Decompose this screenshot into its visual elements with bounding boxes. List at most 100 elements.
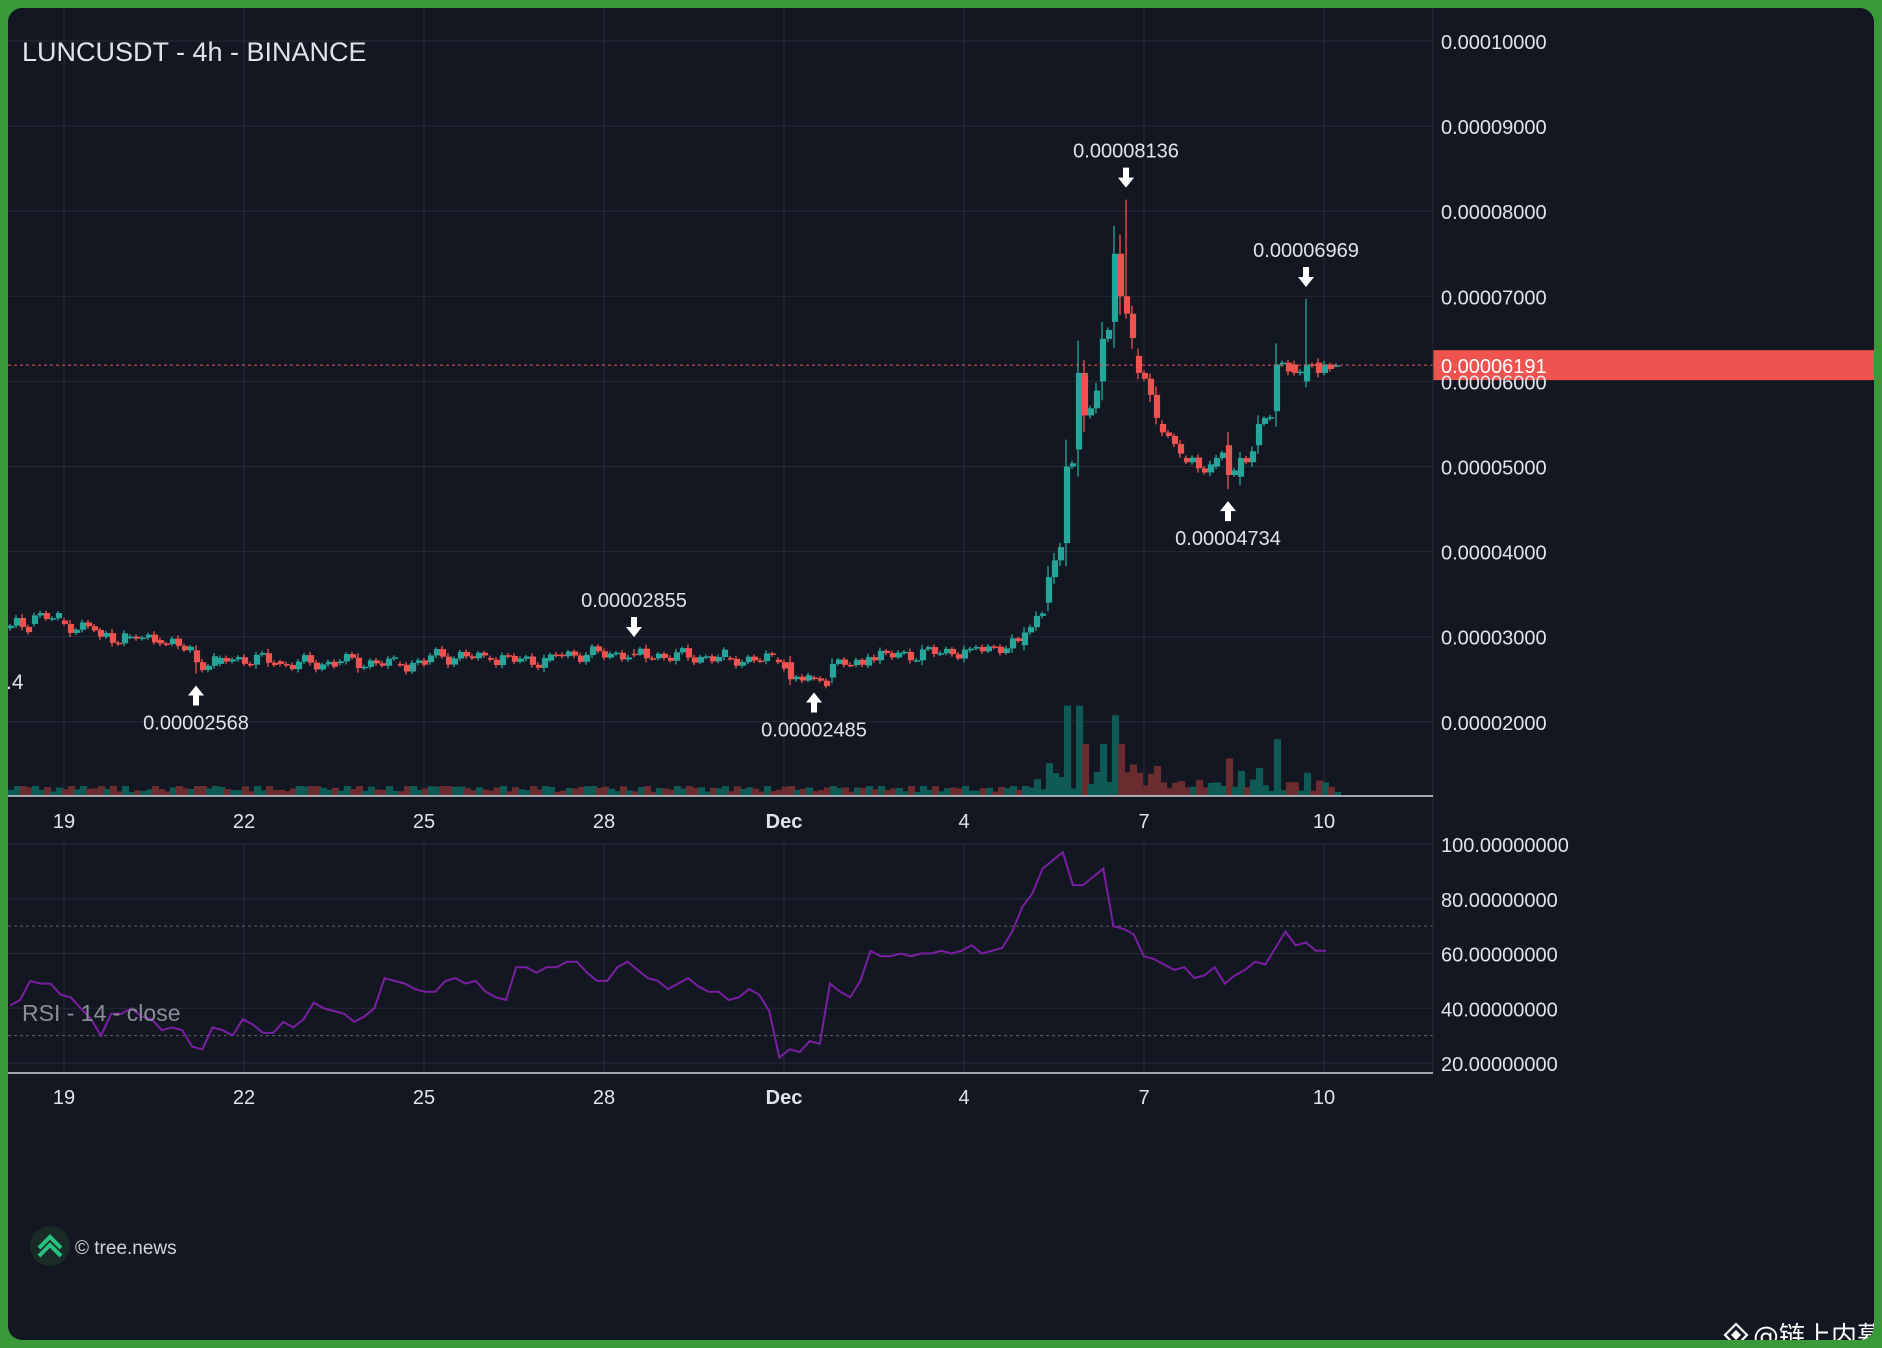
volume-bar	[775, 789, 784, 796]
candle-body	[859, 659, 867, 665]
candle-body	[847, 664, 855, 667]
volume-bar	[1279, 790, 1288, 796]
candle-body	[853, 659, 861, 666]
volume-bar	[439, 786, 448, 796]
volume-bar	[325, 789, 334, 796]
arrow-up-icon	[806, 692, 822, 713]
candle-body	[265, 653, 273, 663]
volume-bar	[949, 787, 958, 796]
volume-bar	[43, 787, 52, 796]
x-tick-label: Dec	[766, 1087, 803, 1109]
candle-body	[1135, 355, 1143, 373]
volume-bar	[1309, 790, 1318, 796]
volume-bar	[235, 790, 244, 796]
volume-bar	[373, 789, 382, 796]
volume-bar	[1087, 783, 1096, 796]
candle-body	[247, 663, 255, 666]
candle-body	[1051, 560, 1059, 578]
candle-body	[589, 646, 597, 656]
volume-bar	[697, 787, 706, 796]
y-tick-label: 0.00006000	[1441, 372, 1547, 394]
candle-body	[541, 658, 549, 668]
candle-body	[1099, 338, 1107, 382]
candle-body	[121, 633, 129, 644]
volume-bar	[583, 786, 592, 796]
volume-bar	[271, 790, 280, 796]
candle-body	[355, 657, 363, 669]
volume-bar	[547, 786, 556, 796]
volume-bar	[1303, 772, 1312, 796]
price-annotation: 0.00004734	[1175, 501, 1281, 550]
candle-body	[1111, 253, 1119, 322]
volume-bar	[1171, 782, 1180, 796]
y-tick-label: 0.00007000	[1441, 287, 1547, 309]
volume-bar	[1063, 705, 1072, 796]
candle-body	[769, 653, 777, 655]
candle-body	[733, 658, 741, 666]
annotation-label: 0.00008136	[1073, 141, 1179, 163]
arrow-up-icon	[188, 685, 204, 706]
x-tick-label: 4	[958, 1087, 969, 1109]
candle-body	[565, 651, 573, 657]
volume-bar	[913, 791, 922, 796]
diamond-logo-icon	[1723, 1321, 1749, 1340]
volume-bar	[781, 786, 790, 796]
volume-bar	[187, 788, 196, 796]
candle-body	[451, 658, 459, 665]
volume-bar	[67, 786, 76, 796]
volume-bar	[283, 791, 292, 796]
volume-bar	[691, 787, 700, 796]
candle-body	[793, 676, 801, 680]
x-tick-label: 10	[1313, 811, 1335, 833]
candle-body	[1081, 372, 1089, 416]
candle-body	[499, 655, 507, 666]
y-tick-label: 0.00004000	[1441, 543, 1547, 565]
candle-body	[1063, 466, 1071, 544]
candle-body	[739, 662, 747, 666]
candle-body	[85, 622, 93, 627]
candle-body	[295, 661, 303, 670]
candle-body	[367, 660, 375, 667]
candle-body	[709, 656, 717, 662]
volume-bar	[211, 786, 220, 796]
x-tick-label: 10	[1313, 1087, 1335, 1109]
volume-bar	[919, 786, 928, 796]
candle-body	[787, 662, 795, 680]
candle-body	[1231, 470, 1239, 476]
x-tick-label: 25	[413, 811, 435, 833]
candle-body	[325, 661, 333, 665]
candle-body	[127, 636, 135, 639]
volume-bar	[955, 788, 964, 796]
candle-body	[1321, 364, 1329, 373]
candle-body	[667, 657, 675, 661]
candle-body	[79, 622, 87, 630]
annotation-label: 0.00006969	[1253, 240, 1359, 262]
y-tick-label: 0.00002000	[1441, 713, 1547, 735]
candle-body	[559, 654, 567, 657]
volume-bar	[865, 786, 874, 796]
candle-body	[523, 656, 531, 659]
volume-bar	[265, 786, 274, 796]
volume-bar	[631, 791, 640, 796]
candle-body	[1039, 613, 1047, 616]
volume-bar	[571, 788, 580, 796]
volume-bar	[979, 788, 988, 796]
candle-body	[1303, 364, 1311, 382]
volume-bar	[403, 786, 412, 796]
candle-body	[655, 653, 663, 659]
candle-body	[409, 662, 417, 672]
volume-bar	[1051, 773, 1060, 796]
volume-bar	[1273, 739, 1282, 796]
candle-body	[205, 665, 213, 670]
candle-body	[1327, 364, 1335, 369]
chart-canvas[interactable]: 0.00006191 0.00002568 0.00002855 0.0000248…	[8, 8, 1874, 1340]
volume-bar	[925, 790, 934, 796]
candle-body	[661, 653, 669, 658]
x-tick-label: 7	[1138, 811, 1149, 833]
volume-bar	[595, 787, 604, 796]
candle-body	[283, 663, 291, 666]
candlesticks[interactable]	[8, 199, 1341, 689]
volume-bar	[301, 786, 310, 796]
candle-body	[727, 657, 735, 660]
candle-body	[913, 660, 921, 662]
